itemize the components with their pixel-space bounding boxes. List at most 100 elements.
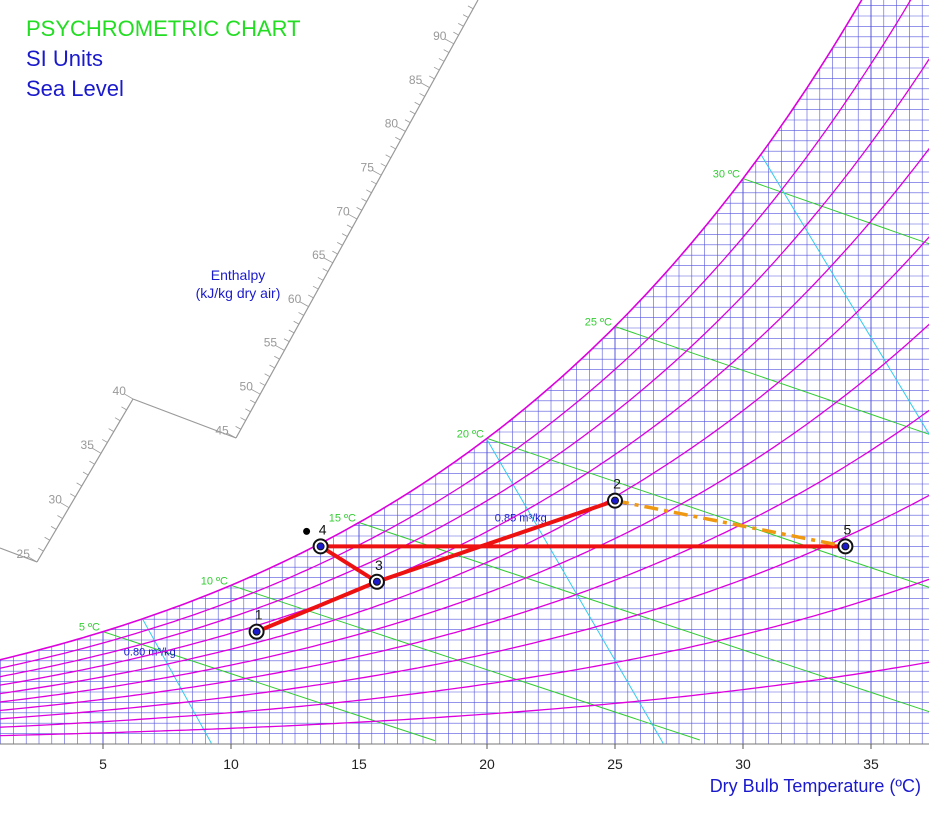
enthalpy-upper-scale-tick [332,250,338,255]
enthalpy-upper-scale-tick-label: 45 [215,423,229,437]
x-tick-label: 35 [863,756,879,772]
rh-curve-10 [0,661,929,737]
enthalpy-upper-scale-tick [299,301,309,307]
enthalpy-lower-scale-tick [82,471,89,476]
x-axis-ticks: 5 10 15 20 25 30 35 [0,743,929,772]
enthalpy-upper-scale-tick [419,93,425,97]
enthalpy-upper-scale-tick [361,198,367,202]
enthalpy-lower-scale-tick [50,526,57,530]
process-line-4-3 [319,544,378,584]
altitude-label: Sea Level [26,76,124,101]
saturation-marker-dot [303,527,311,535]
enthalpy-lower-scale-line [36,398,134,563]
wet-bulb-line [742,178,929,245]
rh-curve-60 [0,236,929,695]
enthalpy-upper-scale-tick [462,14,469,18]
enthalpy-upper-scale-tick-label: 50 [240,379,254,393]
wet-bulb-label: 25 ºC [585,316,612,328]
state-point-1-label: 1 [255,607,263,623]
wet-bulb-line [486,437,929,588]
units-label: SI Units [26,46,104,71]
enthalpy-lower-scale-tick [102,439,108,443]
enthalpy-upper-scale-tick [346,224,353,229]
enthalpy-upper-scale-tick [259,382,266,386]
enthalpy-upper-scale-tick [458,23,464,27]
enthalpy-upper-scale-tick [341,233,348,237]
enthalpy-upper-scale-tick [307,294,314,299]
enthalpy-scale: 253035404550556065707580859095 [0,0,479,563]
enthalpy-upper-scale-tick [245,408,251,413]
enthalpy-upper-scale-tick [348,213,358,220]
enthalpy-lower-scale-tick-label: 25 [17,547,31,561]
enthalpy-upper-scale-tick [372,170,382,176]
enthalpy-upper-scale-tick [322,268,329,272]
enthalpy-axis-label: Enthalpy (kJ/kg dry air) [186,266,290,302]
enthalpy-upper-scale-tick [395,136,401,141]
enthalpy-upper-scale-tick [275,345,285,351]
specific-volume-lines: 0.80 m³/kg 0.85 m³/kg [124,154,929,744]
enthalpy-upper-scale-tick [249,399,256,404]
wet-bulb-line [102,631,436,742]
enthalpy-scale-connector [132,398,237,439]
enthalpy-lower-scale-tick [28,556,38,563]
rh-curve-40 [0,409,929,712]
enthalpy-upper-scale-tick [356,206,363,211]
enthalpy-upper-scale-tick [414,101,421,106]
enthalpy-upper-scale-tick-label: 60 [288,292,302,306]
enthalpy-upper-scale-tick [283,338,290,342]
rh-curve-20 [0,578,929,728]
enthalpy-upper-scale-tick [323,257,333,264]
enthalpy-upper-scale-tick [433,66,440,71]
specific-volume-label: 0.80 m³/kg [124,646,176,658]
title-block: PSYCHROMETRIC CHART SI Units Sea Level [26,14,301,104]
enthalpy-upper-scale-tick [409,110,416,115]
x-tick-label: 10 [223,756,239,772]
enthalpy-upper-scale-tick [380,163,387,167]
process-line-3-2 [376,498,616,584]
x-tick-label: 5 [99,756,107,772]
wet-bulb-label: 15 ºC [329,513,356,525]
enthalpy-upper-scale-tick [312,285,319,290]
enthalpy-upper-scale-tick-label: 80 [385,117,399,131]
enthalpy-lower-scale-tick [92,447,102,454]
specific-volume-line [760,154,929,435]
specific-volume-line [486,438,665,744]
x-axis-label: Dry Bulb Temperature (ºC) [709,776,921,796]
enthalpy-upper-scale-tick [443,49,450,53]
enthalpy-upper-scale-tick [298,312,304,316]
enthalpy-upper-scale-tick [366,189,372,194]
enthalpy-upper-scale-tick [444,38,454,45]
enthalpy-lower-scale-tick [121,406,127,411]
enthalpy-lower-scale-tick [89,460,95,465]
wet-bulb-line [230,584,700,741]
rh-curve-50 [0,323,929,703]
state-point-5-label: 5 [844,521,852,537]
process-lines [255,498,846,634]
enthalpy-lower-scale-tick [57,515,63,519]
enthalpy-upper-scale-tick [274,355,280,360]
enthalpy-upper-scale-tick [404,119,411,123]
enthalpy-lower-scale-tick [44,536,51,541]
enthalpy-upper-scale-tick [240,417,246,421]
enthalpy-upper-scale-tick [390,145,396,150]
state-point-2-label: 2 [613,476,621,492]
process-line-1-3 [255,579,378,634]
rh-curve-90 [0,0,912,669]
enthalpy-upper-scale-tick [370,180,377,185]
enthalpy-upper-scale-tick-label: 55 [264,336,278,350]
enthalpy-lower-scale-tick-label: 40 [113,384,127,398]
x-tick-label: 30 [735,756,751,772]
grid-lines [0,0,929,744]
wet-bulb-line [358,522,929,713]
enthalpy-lower-scale-tick [60,502,70,509]
enthalpy-upper-scale-tick [396,126,406,132]
enthalpy-upper-scale-tick-label: 70 [336,204,350,218]
chart-title: PSYCHROMETRIC CHART [26,16,301,41]
enthalpy-lower-scale-tick [76,482,83,487]
process-line-2-5 [614,498,846,549]
enthalpy-upper-scale-tick [293,320,300,325]
enthalpy-upper-scale-tick [235,425,242,430]
specific-volume-label: 0.85 m³/kg [495,512,547,524]
enthalpy-lower-scale-tick [108,428,115,432]
